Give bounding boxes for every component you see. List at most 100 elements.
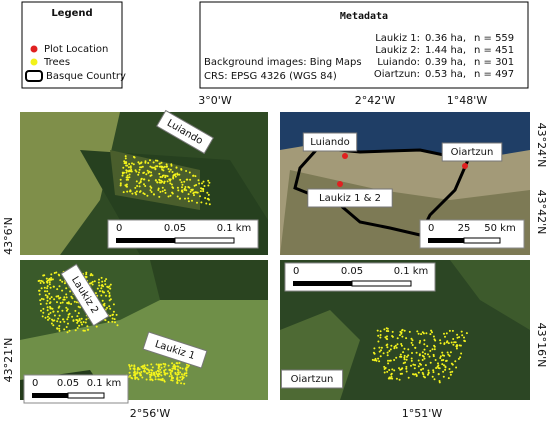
tree-dot [169, 194, 172, 197]
tree-dot [393, 369, 396, 372]
tree-dot [82, 321, 85, 323]
tree-dot [410, 337, 413, 340]
tree-dot [103, 302, 106, 305]
scalebar-black [293, 281, 352, 286]
scalebar-label: 0.1 km [87, 378, 122, 389]
tree-dot [387, 362, 390, 365]
tree-dot [181, 367, 184, 370]
tree-dot [52, 324, 55, 327]
tree-dot [128, 173, 131, 176]
tree-dot [135, 180, 138, 183]
tree-dot [57, 295, 60, 298]
tree-dot [166, 180, 169, 183]
tree-dot [432, 369, 435, 372]
tree-dot [168, 170, 171, 173]
tree-dot [159, 190, 162, 193]
tree-dot [108, 305, 111, 308]
tree-dot [171, 171, 174, 173]
site-name: Laukiz 2: [375, 45, 420, 56]
tree-dot [407, 376, 410, 379]
tree-dot [71, 315, 74, 318]
tree-dot [391, 335, 394, 338]
tree-dot [100, 294, 103, 297]
tree-dot [400, 344, 403, 347]
tree-dot [105, 294, 107, 297]
tree-dot [415, 374, 418, 377]
tree-dot [403, 329, 406, 332]
tree-dot [144, 161, 147, 164]
tree-dot [66, 331, 69, 334]
tree-dot [390, 344, 393, 347]
tree-dot [456, 336, 459, 339]
tree-dot [48, 281, 51, 284]
tree-dot [63, 296, 66, 299]
tree-dot [130, 168, 133, 171]
tree-dot [382, 352, 385, 355]
tree-dot [143, 365, 146, 368]
tree-dot [124, 155, 127, 158]
tree-dot [163, 371, 166, 374]
scalebar-white [463, 237, 501, 244]
tree-dot [105, 278, 108, 281]
tree-dot [417, 365, 420, 368]
tree-dot [167, 195, 170, 198]
tree-dot [164, 363, 167, 366]
tree-dot [90, 273, 93, 275]
label-text: Oiartzun [451, 147, 494, 158]
scalebar-label: 0 [116, 223, 122, 234]
tree-dot [435, 367, 438, 369]
tree-dot [58, 285, 61, 288]
tree-dot [371, 358, 374, 361]
tree-dot [379, 336, 382, 339]
tree-dot [129, 374, 132, 377]
tree-dot [439, 357, 442, 359]
scalebar-label: 0 [428, 223, 434, 234]
tree-dot [53, 272, 56, 274]
tree-dot [128, 365, 131, 368]
site-name: Laukiz 1: [375, 33, 420, 44]
tree-dot [58, 305, 61, 308]
tree-dot [149, 189, 152, 192]
tree-dot [61, 301, 64, 304]
tree-dot [190, 188, 193, 191]
tree-dot [104, 283, 107, 286]
tree-dot [454, 341, 457, 344]
tree-dot [398, 367, 400, 370]
coordinate-label: 2°42'W [355, 94, 396, 107]
tree-dot [414, 364, 416, 366]
tree-dot [207, 193, 210, 196]
tree-dot [418, 354, 421, 357]
tree-dot [393, 345, 396, 348]
tree-dot [162, 166, 165, 169]
tree-dot [93, 280, 96, 283]
tree-dot [181, 377, 184, 380]
tree-dot [175, 166, 178, 169]
tree-dot [391, 368, 394, 371]
tree-dot [65, 293, 68, 296]
tree-dot [176, 368, 179, 371]
scalebar-label: 0.1 km [394, 266, 429, 277]
tree-dot [154, 179, 157, 182]
coordinate-label: 43°6'N [2, 217, 15, 255]
tree-dot [147, 179, 150, 182]
tree-dot [160, 165, 163, 168]
tree-dot [150, 369, 153, 371]
tree-dot [458, 336, 461, 339]
tree-dot [405, 367, 408, 370]
tree-dot [101, 299, 104, 302]
tree-dot [49, 297, 51, 300]
tree-dot [134, 374, 136, 377]
tree-dot [61, 280, 64, 283]
tree-dot [162, 362, 165, 365]
site-area: 0.36 ha, [425, 33, 466, 44]
scalebar-label: 0 [293, 266, 299, 277]
tree-dot [169, 168, 172, 171]
tree-dot [385, 344, 388, 347]
tree-dot [115, 313, 118, 316]
tree-dot [125, 171, 128, 174]
tree-dot [380, 346, 383, 349]
tree-dot [61, 289, 64, 292]
tree-dot [126, 169, 128, 172]
tree-dot [375, 359, 378, 362]
tree-dot [191, 188, 194, 191]
